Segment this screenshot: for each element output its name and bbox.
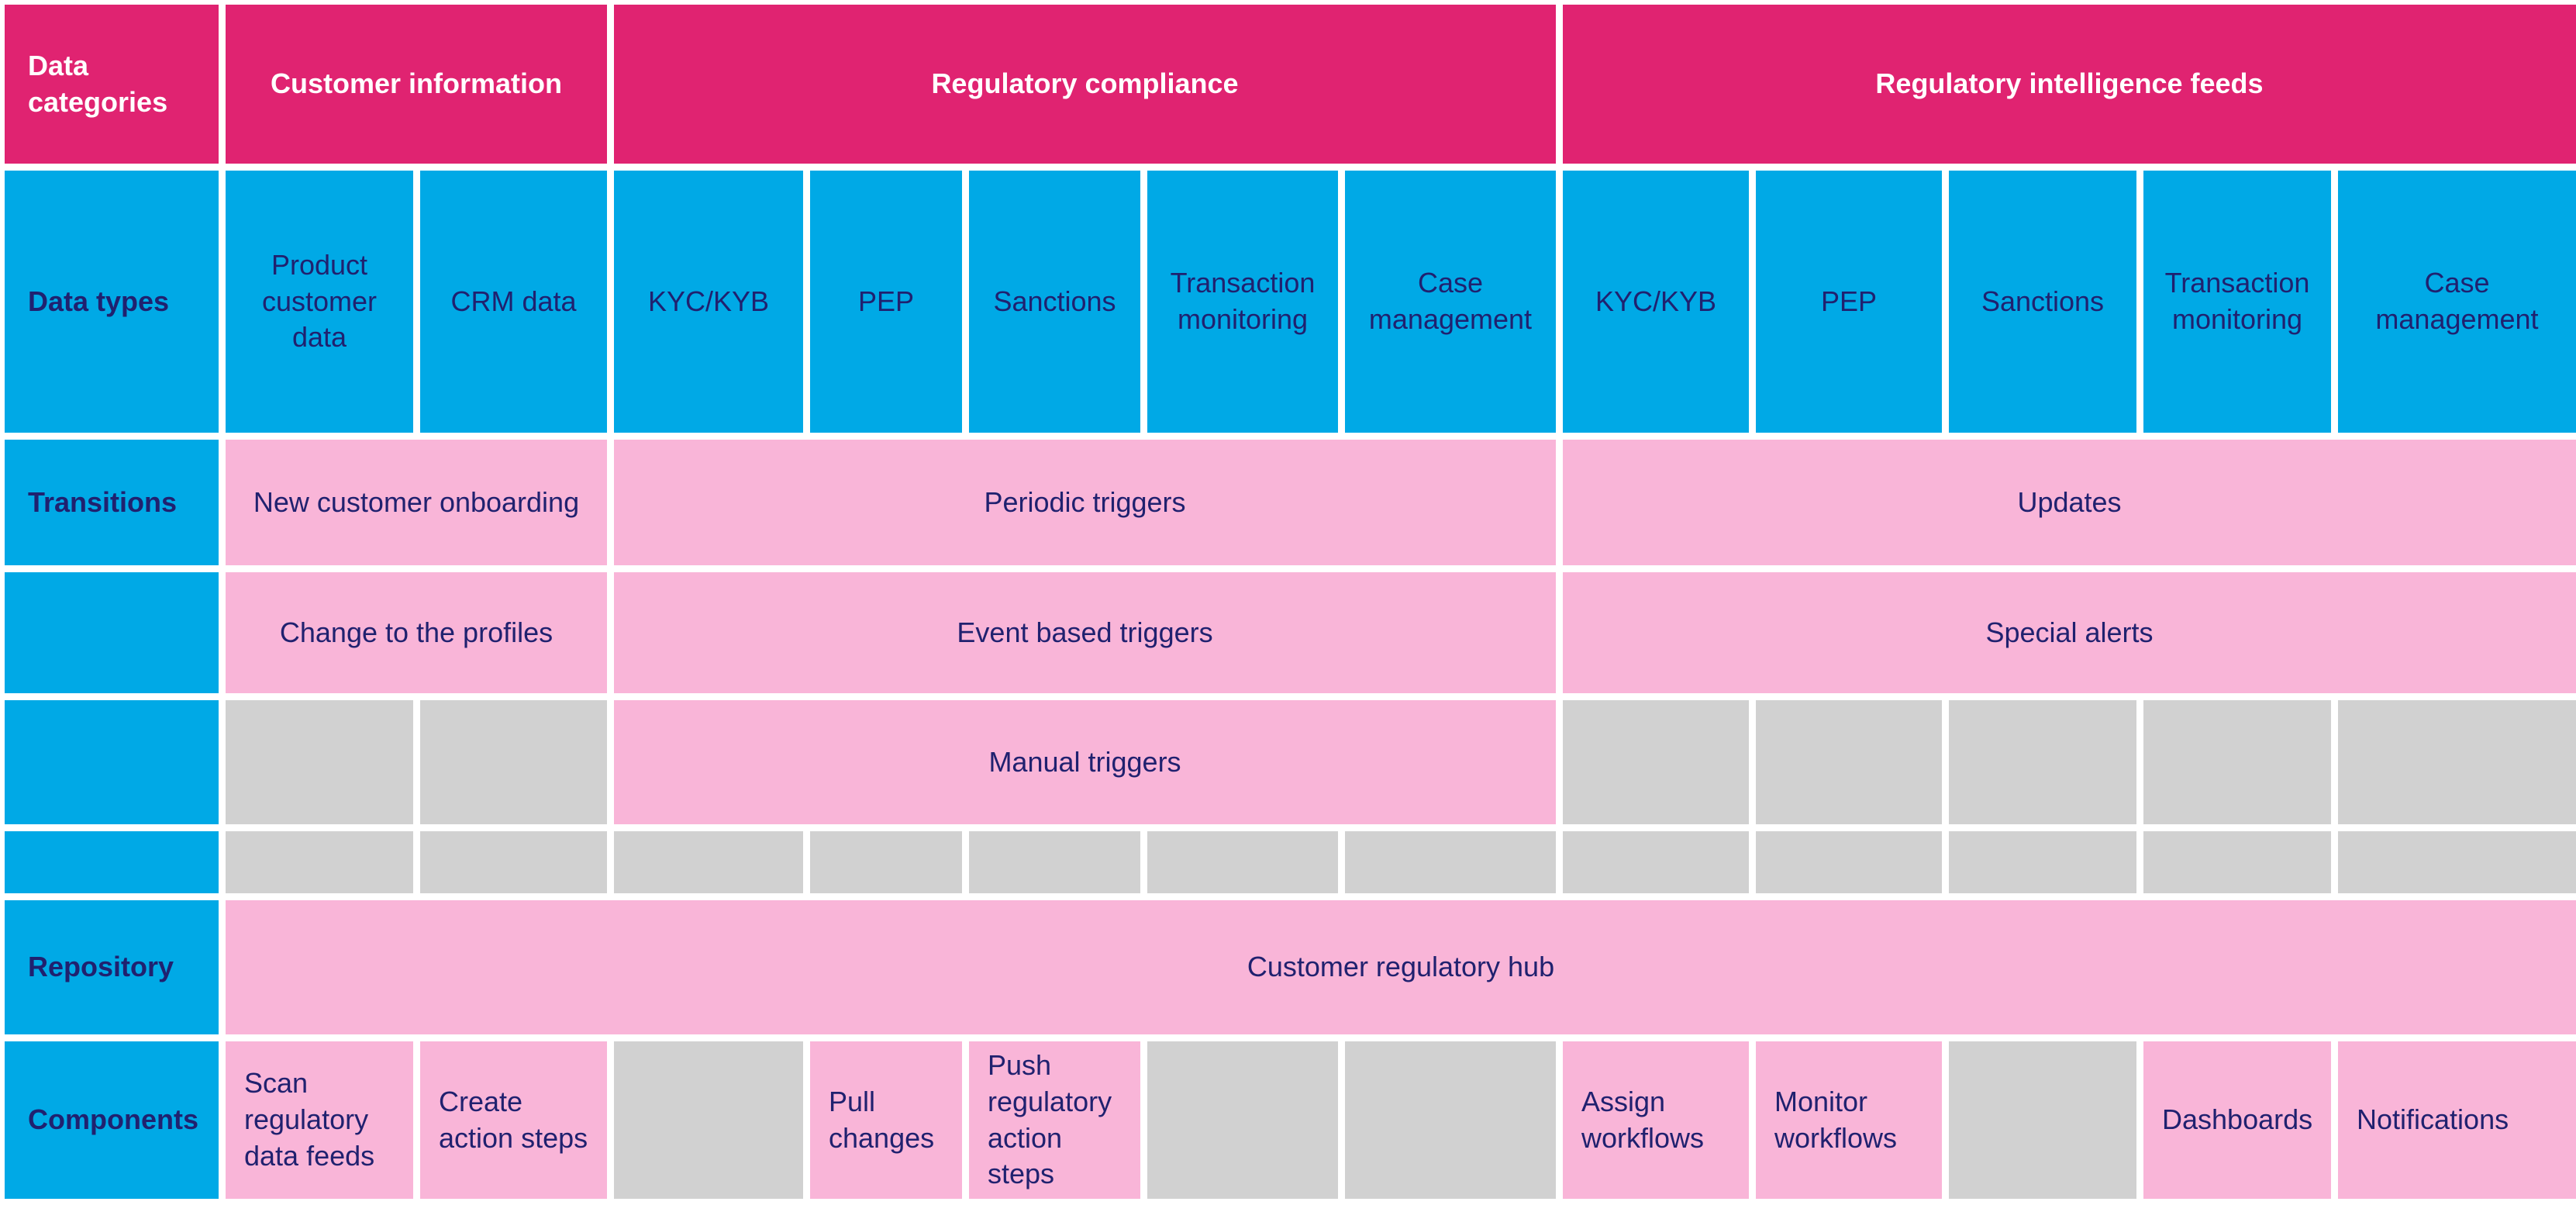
empty-cell [420,831,607,893]
component-dashboards: Dashboards [2143,1041,2331,1199]
data-type-sanctions-intelligence: Sanctions [1949,171,2136,433]
empty-cell [2143,831,2331,893]
transition-new-customer-onboarding: New customer onboarding [226,440,607,565]
component-scan-regulatory-data-feeds: Scan regulatory data feeds [226,1041,413,1199]
repository-customer-regulatory-hub: Customer regulatory hub [226,900,2576,1034]
row-label-components: Components [5,1041,219,1199]
transitions-spacer-3 [5,831,219,893]
header-group-customer-information: Customer information [226,5,607,164]
transitions-spacer-2 [5,700,219,824]
empty-cell [1563,831,1749,893]
data-type-transaction-monitoring-intelligence: Transaction monitoring [2143,171,2331,433]
empty-cell [2143,700,2331,824]
data-type-crm-data: CRM data [420,171,607,433]
component-push-regulatory-action-steps: Push regulatory action steps [969,1041,1140,1199]
empty-cell [226,831,413,893]
row-label-transitions: Transitions [5,440,219,565]
transition-event-based-triggers: Event based triggers [614,572,1556,693]
empty-cell [226,700,413,824]
empty-cell [2338,831,2576,893]
empty-cell [614,1041,803,1199]
empty-cell [1949,1041,2136,1199]
data-type-kyc-kyb-intelligence: KYC/KYB [1563,171,1749,433]
data-type-sanctions-compliance: Sanctions [969,171,1140,433]
component-create-action-steps: Create action steps [420,1041,607,1199]
empty-cell [1563,700,1749,824]
empty-cell [1949,831,2136,893]
empty-cell [810,831,962,893]
row-label-data-types: Data types [5,171,219,433]
header-data-categories: Data categories [5,5,219,164]
empty-cell [969,831,1140,893]
empty-cell [1345,831,1556,893]
empty-cell [420,700,607,824]
empty-cell [1949,700,2136,824]
header-group-regulatory-intelligence-feeds: Regulatory intelligence feeds [1563,5,2576,164]
data-type-case-management-intelligence: Case management [2338,171,2576,433]
component-notifications: Notifications [2338,1041,2576,1199]
empty-cell [1147,831,1338,893]
empty-cell [614,831,803,893]
data-type-case-management-compliance: Case management [1345,171,1556,433]
transition-periodic-triggers: Periodic triggers [614,440,1556,565]
data-type-kyc-kyb-compliance: KYC/KYB [614,171,803,433]
data-type-transaction-monitoring-compliance: Transaction monitoring [1147,171,1338,433]
component-assign-workflows: Assign workflows [1563,1041,1749,1199]
data-type-pep-compliance: PEP [810,171,962,433]
empty-cell [1756,831,1942,893]
transition-updates: Updates [1563,440,2576,565]
transition-manual-triggers: Manual triggers [614,700,1556,824]
row-label-repository: Repository [5,900,219,1034]
data-type-product-customer-data: Product customer data [226,171,413,433]
component-pull-changes: Pull changes [810,1041,962,1199]
empty-cell [2338,700,2576,824]
header-group-regulatory-compliance: Regulatory compliance [614,5,1556,164]
transitions-spacer-1 [5,572,219,693]
empty-cell [1756,700,1942,824]
empty-cell [1345,1041,1556,1199]
data-type-pep-intelligence: PEP [1756,171,1942,433]
transition-change-to-the-profiles: Change to the profiles [226,572,607,693]
empty-cell [1147,1041,1338,1199]
component-monitor-workflows: Monitor workflows [1756,1041,1942,1199]
transition-special-alerts: Special alerts [1563,572,2576,693]
